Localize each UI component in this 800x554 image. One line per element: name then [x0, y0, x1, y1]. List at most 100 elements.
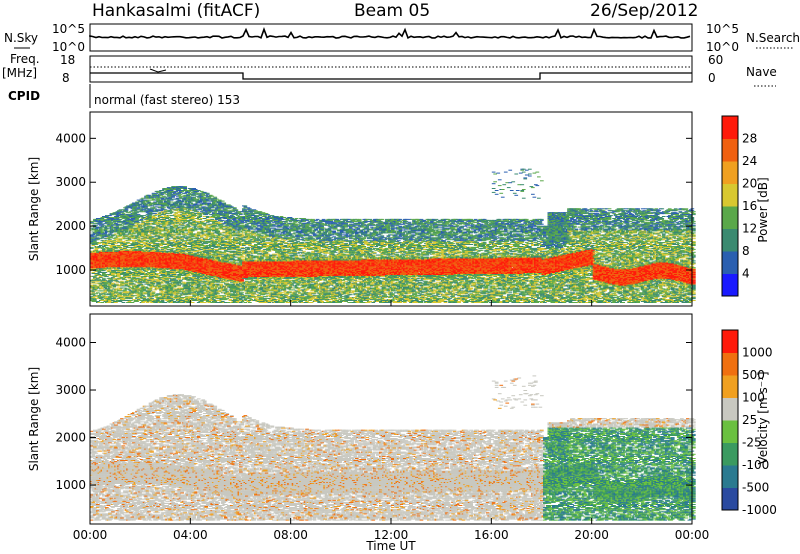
heatmap-cell: [90, 222, 94, 223]
heatmap-cell: [101, 224, 105, 225]
heatmap-cell: [96, 239, 100, 240]
heatmap-cell: [107, 235, 111, 236]
heatmap-cell: [104, 269, 108, 270]
heatmap-cell: [96, 237, 100, 238]
heatmap-cell: [96, 292, 100, 293]
heatmap-cell: [101, 232, 105, 233]
heatmap-cell: [102, 249, 106, 250]
heatmap-cell: [93, 241, 97, 242]
heatmap-cell: [92, 282, 96, 283]
sky-left-tick-top: 10^5: [52, 22, 85, 36]
beam-label: Beam 05: [354, 1, 430, 21]
heatmap-cell: [93, 285, 97, 286]
heatmap-cell: [105, 247, 109, 248]
heatmap-cell: [104, 232, 108, 233]
heatmap-cell: [102, 279, 106, 280]
heatmap-cell: [96, 273, 100, 274]
heatmap-cell: [104, 288, 108, 289]
heatmap-cell: [104, 244, 108, 245]
heatmap-cell: [105, 276, 109, 277]
heatmap-cell: [101, 237, 105, 238]
cpid-label: CPID: [8, 89, 40, 103]
heatmap-cell: [98, 274, 102, 275]
heatmap-cell: [101, 302, 105, 303]
heatmap-cell: [99, 228, 103, 229]
heatmap-cell: [90, 235, 94, 236]
heatmap-cell: [102, 295, 106, 296]
heatmap-cell: [101, 299, 105, 300]
heatmap-cell: [101, 218, 105, 219]
heatmap-cell: [98, 246, 102, 247]
heatmap-cell: [104, 292, 108, 293]
heatmap-cell: [104, 285, 108, 286]
heatmap-cell: [93, 276, 97, 277]
heatmap-cell: [101, 247, 105, 248]
heatmap-cell: [108, 299, 112, 300]
sky-right-tick-top: 10^5: [706, 22, 739, 36]
heatmap-cell: [99, 231, 103, 232]
heatmap-cell: [104, 230, 108, 231]
heatmap-cell: [107, 242, 111, 243]
heatmap-cell: [93, 236, 97, 237]
freq-series-line: [90, 73, 692, 79]
heatmap-cell: [92, 292, 96, 293]
heatmap-cell: [92, 245, 96, 246]
heatmap-cell: [90, 290, 94, 291]
power-heatmap: [90, 169, 696, 303]
heatmap-cell: [102, 293, 106, 294]
heatmap-cell: [98, 243, 102, 244]
heatmap-cell: [104, 272, 108, 273]
heatmap-cell: [96, 287, 100, 288]
heatmap-cell: [92, 297, 96, 298]
heatmap-cell: [99, 277, 103, 278]
freq-right-tick-bottom: 0: [708, 71, 716, 85]
nave-label: Nave: [746, 65, 777, 79]
freq-unit-label: [MHz]: [2, 66, 37, 80]
heatmap-cell: [101, 288, 105, 289]
nsky-label: N.Sky: [4, 31, 38, 45]
heatmap-cell: [90, 247, 94, 248]
heatmap-cell: [99, 294, 103, 295]
heatmap-cell: [99, 222, 103, 223]
sky-right-tick-bottom: 10^0: [706, 40, 739, 54]
heatmap-cell: [99, 288, 103, 289]
heatmap-cell: [102, 270, 106, 271]
heatmap-cell: [92, 234, 96, 235]
heatmap-cell: [104, 227, 108, 228]
heatmap-cell: [95, 250, 99, 251]
heatmap-cell: [102, 241, 106, 242]
heatmap-cell: [93, 289, 97, 290]
heatmap-cell: [98, 295, 102, 296]
freq-label: Freq.: [10, 52, 40, 66]
summary-plot: Hankasalmi (fitACF) Beam 05 26/Sep/2012 …: [0, 0, 800, 554]
heatmap-cell: [98, 279, 102, 280]
heatmap-cell: [95, 229, 99, 230]
date-label: 26/Sep/2012: [590, 1, 698, 21]
heatmap-cell: [95, 249, 99, 250]
sky-left-tick-bottom: 10^0: [52, 40, 85, 54]
heatmap-cell: [107, 288, 111, 289]
heatmap-cell: [98, 271, 102, 272]
heatmap-cell: [90, 228, 94, 229]
nsearch-label: N.Search: [746, 31, 800, 45]
heatmap-cell: [92, 272, 96, 273]
heatmap-cell: [99, 276, 103, 277]
heatmap-cell: [105, 216, 109, 217]
freq-right-tick-top: 60: [708, 53, 723, 67]
heatmap-cell: [102, 246, 106, 247]
heatmap-cell: [96, 248, 100, 249]
heatmap-cell: [95, 225, 99, 226]
heatmap-cell: [108, 287, 112, 288]
heatmap-cell: [93, 240, 97, 241]
heatmap-cell: [104, 233, 108, 234]
heatmap-cell: [107, 238, 111, 239]
cpid-mode-text: normal (fast stereo) 153: [94, 93, 240, 107]
heatmap-cell: [96, 278, 100, 279]
heatmap-cell: [104, 291, 108, 292]
freq-blip: [150, 69, 166, 72]
heatmap-cell: [108, 269, 112, 270]
heatmap-cell: [96, 301, 100, 302]
heatmap-cell: [102, 278, 106, 279]
heatmap-cell: [95, 244, 99, 245]
heatmap-cell: [99, 229, 103, 230]
